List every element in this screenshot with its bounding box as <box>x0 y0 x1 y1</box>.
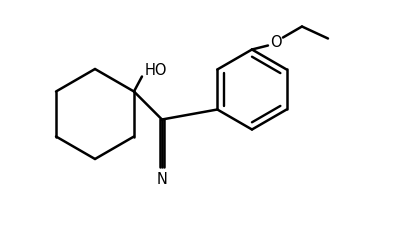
Text: N: N <box>156 171 167 186</box>
Text: O: O <box>269 35 281 50</box>
Text: HO: HO <box>145 63 167 78</box>
